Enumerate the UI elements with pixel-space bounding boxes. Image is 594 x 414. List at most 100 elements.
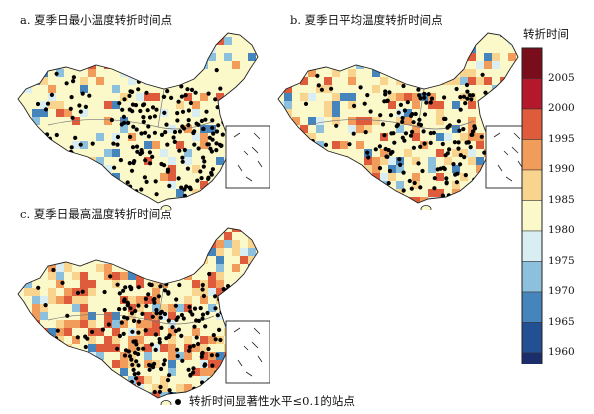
- station-marker: [132, 159, 137, 164]
- grid-cell: [216, 240, 224, 248]
- grid-cell: [152, 392, 160, 398]
- grid-cell: [168, 181, 176, 189]
- grid-cell: [192, 228, 200, 232]
- station-marker: [118, 158, 123, 163]
- station-marker: [176, 99, 181, 104]
- station-marker: [214, 129, 220, 134]
- grid-cell: [48, 85, 56, 93]
- grid-cell: [64, 376, 72, 384]
- grid-cell: [56, 352, 64, 360]
- grid-cell: [420, 33, 428, 37]
- grid-cell: [112, 205, 120, 210]
- grid-cell: [240, 248, 248, 256]
- grid-cell: [256, 232, 258, 240]
- grid-cell: [136, 228, 144, 232]
- station-marker: [402, 108, 407, 113]
- grid-cell: [428, 77, 436, 85]
- grid-cell: [248, 248, 256, 256]
- grid-cell: [444, 61, 452, 69]
- grid-cell: [460, 149, 468, 157]
- grid-cell: [72, 33, 80, 37]
- grid-cell: [136, 264, 144, 272]
- grid-cell: [24, 288, 32, 296]
- station-marker: [44, 342, 49, 347]
- station-marker: [206, 175, 211, 180]
- grid-cell: [128, 232, 136, 240]
- map-group: [277, 32, 528, 210]
- grid-cell: [348, 77, 356, 85]
- station-marker: [175, 111, 180, 116]
- grid-cell: [152, 320, 160, 328]
- station-marker: [188, 100, 193, 106]
- grid-cell: [88, 336, 96, 344]
- grid-cell: [428, 61, 436, 69]
- grid-cell: [332, 53, 340, 61]
- station-marker: [421, 129, 426, 134]
- station-marker: [145, 108, 150, 113]
- panel-a-title: a. 夏季日最小温度转折时间点: [20, 13, 173, 27]
- grid-cell: [120, 228, 128, 232]
- grid-cell: [412, 37, 420, 45]
- grid-cell: [224, 53, 232, 61]
- grid-cell: [128, 256, 136, 264]
- grid-cell: [192, 368, 200, 376]
- station-marker: [90, 329, 95, 334]
- station-marker: [60, 280, 65, 285]
- grid-cell: [348, 117, 356, 125]
- grid-cell: [224, 37, 232, 45]
- grid-cell: [104, 228, 112, 232]
- station-marker: [484, 112, 489, 117]
- grid-cell: [32, 320, 40, 328]
- grid-cell: [8, 288, 16, 296]
- grid-cell: [104, 272, 112, 280]
- grid-cell: [308, 117, 316, 125]
- grid-cell: [144, 228, 152, 232]
- grid-cell: [332, 33, 340, 37]
- grid-cell: [88, 392, 96, 398]
- grid-cell: [18, 384, 24, 392]
- station-marker: [429, 96, 435, 101]
- grid-cell: [444, 77, 452, 85]
- grid-cell: [144, 69, 152, 77]
- legend-tick-label: 1990: [548, 163, 575, 175]
- grid-cell: [364, 37, 372, 45]
- station-marker: [173, 303, 178, 308]
- grid-cell: [300, 53, 308, 61]
- station-marker: [133, 308, 138, 314]
- station-marker: [206, 346, 211, 352]
- station-marker: [127, 93, 132, 98]
- station-marker: [136, 363, 141, 368]
- station-marker: [181, 316, 186, 321]
- grid-cell: [96, 264, 104, 272]
- station-marker: [186, 123, 191, 128]
- grid-cell: [88, 280, 96, 288]
- station-marker: [410, 112, 415, 117]
- grid-cell: [152, 328, 160, 336]
- grid-cell: [40, 228, 48, 232]
- country-outline: [277, 32, 519, 204]
- grid-cell: [278, 37, 284, 45]
- grid-cell: [364, 189, 372, 197]
- station-marker: [411, 145, 416, 150]
- grid-cell: [136, 336, 144, 344]
- station-marker: [458, 162, 463, 167]
- grid-cell: [412, 205, 420, 210]
- grid-cell: [24, 264, 32, 272]
- grid-cell: [72, 304, 80, 312]
- station-marker: [378, 113, 383, 118]
- station-marker: [409, 186, 414, 191]
- grid-cell: [372, 165, 380, 173]
- grid-cell: [32, 312, 40, 320]
- station-marker: [457, 128, 462, 133]
- grid-cell: [152, 264, 160, 272]
- grid-cell: [104, 312, 112, 320]
- grid-cell: [112, 360, 120, 368]
- grid-cell: [216, 288, 224, 296]
- grid-cell: [240, 85, 248, 93]
- grid-cell: [224, 240, 232, 248]
- grid-cell: [176, 304, 184, 312]
- station-marker: [416, 87, 421, 92]
- station-marker: [117, 333, 122, 339]
- grid-cell: [104, 117, 112, 125]
- grid-cell: [18, 165, 24, 173]
